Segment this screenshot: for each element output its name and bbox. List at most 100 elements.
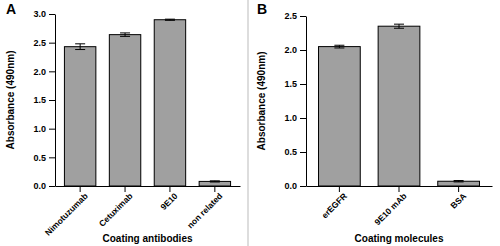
panel: 0.0 0.5 1.0 1.5 2.0 2.5 erEGFR 9E10 mAb BSA Coati… [256, 1, 493, 244]
bars [319, 24, 480, 186]
bar [378, 26, 420, 186]
panel-separator [248, 0, 249, 246]
x-tick: 9E10 [158, 186, 179, 212]
x-tick-mark [339, 186, 340, 192]
x-tick-label: Nimotuzumab [43, 191, 90, 238]
y-tick-mark [300, 50, 306, 51]
error-bar-cap [120, 36, 130, 37]
y-tick: 0.0 [284, 181, 306, 191]
x-tick: 9E10 mAb [372, 186, 408, 227]
x-tick-label: 9E10 [158, 191, 179, 212]
y-tick: 0.0 [33, 181, 55, 191]
y-tick: 2.5 [33, 38, 55, 48]
x-axis-line [56, 186, 241, 187]
error-bar [210, 181, 220, 182]
y-tick-mark [49, 43, 55, 44]
y-tick-label: 0.0 [33, 181, 46, 191]
y-tick-label: 2.5 [33, 38, 46, 48]
y-tick-label: 0.0 [284, 181, 297, 191]
y-tick-mark [300, 16, 306, 17]
error-bar-cap [75, 43, 85, 44]
y-tick: 2.0 [33, 67, 55, 77]
x-axis: erEGFR 9E10 mAb BSA [307, 186, 493, 227]
y-axis-title: Absorbance (490nm) [5, 51, 16, 150]
x-tick: non related [185, 186, 224, 230]
y-tick-mark [49, 157, 55, 158]
x-axis: NimotuzumabCetuximab 9E10 non related [43, 186, 241, 238]
x-tick-mark [214, 186, 215, 192]
bar [109, 35, 140, 186]
x-axis-title: Coating antibodies [103, 233, 193, 244]
x-tick-label: Cetuximab [97, 191, 135, 229]
y-axis-line [55, 15, 56, 187]
x-tick-label: non related [185, 191, 224, 230]
error-bar-cap [165, 20, 175, 21]
x-tick-label: 9E10 mAb [372, 191, 408, 227]
error-bar-cap [75, 49, 85, 50]
y-tick-label: 0.5 [33, 153, 46, 163]
error-bar-cap [210, 181, 220, 182]
panel: 0.0 0.5 1.0 1.5 2.0 2.5 3.0 NimotuzumabCetuxima… [5, 1, 241, 244]
panel-label: B [257, 1, 267, 17]
error-bar-cap [120, 32, 130, 33]
y-tick-mark [300, 84, 306, 85]
error-bar-cap [210, 180, 220, 181]
y-axis-title: Absorbance (490nm) [256, 52, 267, 151]
y-tick-mark [300, 186, 306, 187]
y-tick-label: 1.0 [284, 113, 297, 123]
error-bar [394, 24, 404, 28]
error-bar [120, 33, 130, 36]
error-bar-stem [125, 33, 126, 36]
bar [199, 181, 230, 186]
y-tick-label: 1.0 [33, 124, 46, 134]
x-tick: BSA [448, 186, 468, 211]
y-tick-label: 3.0 [33, 9, 46, 19]
error-bar-cap [334, 45, 344, 46]
x-tick-mark [399, 186, 400, 192]
error-bar-cap [394, 24, 404, 25]
x-tick-mark [125, 186, 126, 192]
y-tick-mark [300, 152, 306, 153]
y-tick-label: 1.5 [284, 79, 297, 89]
x-tick-label: erEGFR [320, 191, 349, 220]
y-tick-mark [49, 186, 55, 187]
y-tick-mark [49, 129, 55, 130]
x-tick-mark [458, 186, 459, 192]
y-tick: 2.5 [284, 11, 306, 21]
y-tick-mark [49, 14, 55, 15]
x-tick: Nimotuzumab [43, 186, 90, 238]
error-bar-cap [454, 181, 464, 182]
bar [319, 47, 361, 186]
panel-label: A [6, 1, 16, 17]
y-axis-line [306, 17, 307, 187]
error-bar-stem [80, 44, 81, 50]
error-bar [75, 44, 85, 50]
bar [64, 47, 95, 186]
error-bar-cap [454, 180, 464, 181]
y-tick: 3.0 [33, 9, 55, 19]
y-tick: 1.5 [33, 95, 55, 105]
y-tick: 0.5 [33, 153, 55, 163]
y-tick: 1.0 [33, 124, 55, 134]
error-bar-cap [334, 47, 344, 48]
bar [154, 20, 185, 186]
y-tick-label: 2.0 [284, 45, 297, 55]
bar [438, 181, 480, 186]
x-axis-title: Coating molecules [355, 233, 444, 244]
error-bar [165, 19, 175, 20]
y-tick: 0.5 [284, 147, 306, 157]
y-tick-label: 1.5 [33, 95, 46, 105]
figure: 0.0 0.5 1.0 1.5 2.0 2.5 3.0 NimotuzumabCetuxima… [0, 0, 500, 246]
x-tick-label: BSA [448, 191, 468, 211]
y-tick-mark [49, 100, 55, 101]
y-tick: 1.0 [284, 113, 306, 123]
y-axis: 0.0 0.5 1.0 1.5 2.0 2.5 [284, 11, 306, 191]
error-bar [334, 45, 344, 48]
error-bar-cap [165, 19, 175, 20]
x-tick-mark [80, 186, 81, 192]
error-bar-stem [399, 24, 400, 28]
y-tick: 2.0 [284, 45, 306, 55]
y-tick-mark [300, 118, 306, 119]
y-tick-label: 2.0 [33, 67, 46, 77]
y-tick-mark [49, 71, 55, 72]
